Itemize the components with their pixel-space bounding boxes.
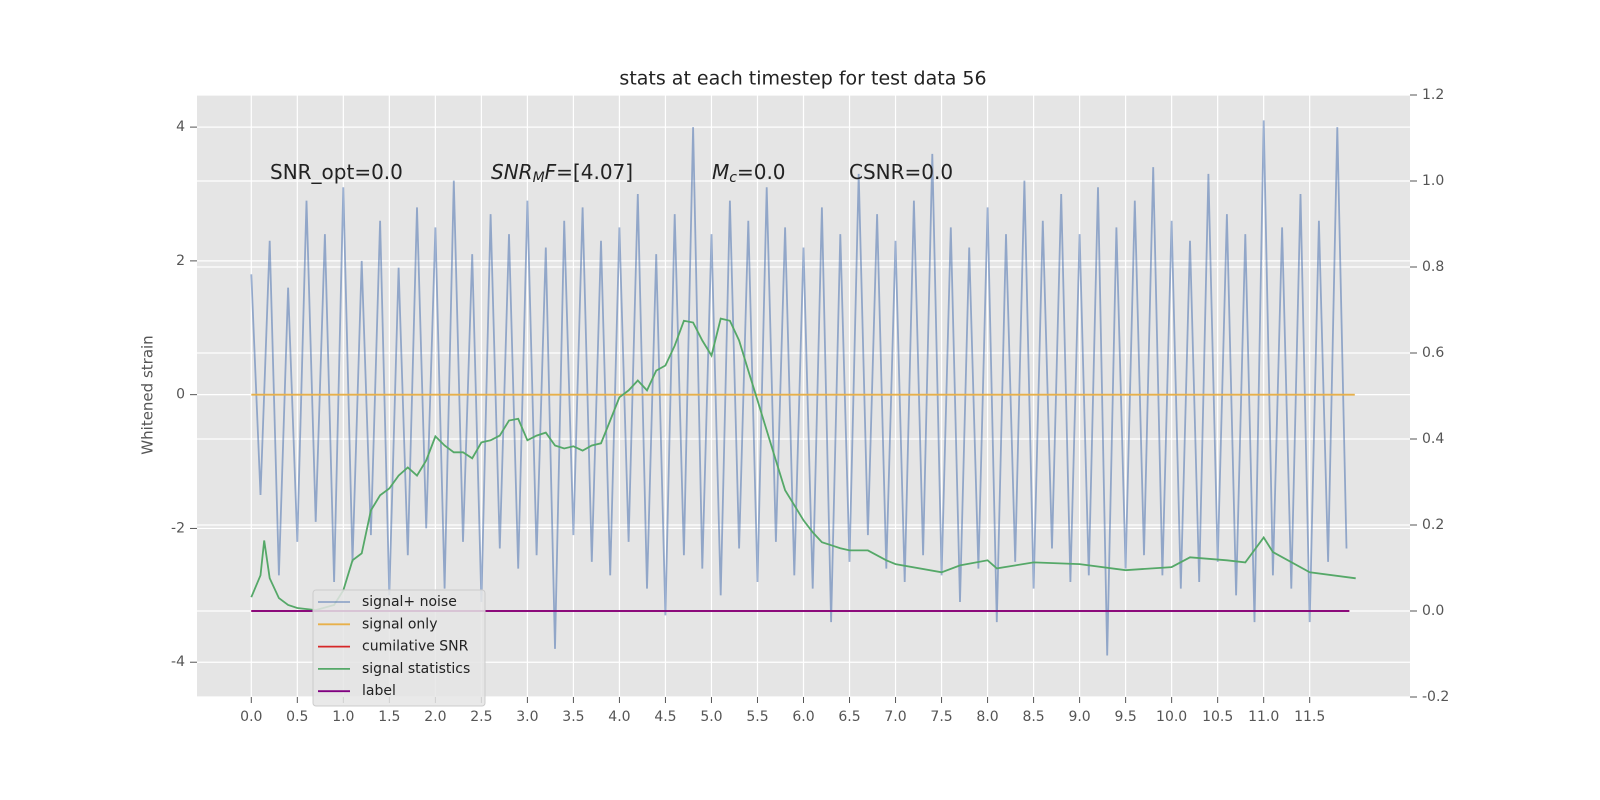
y2-tick-label: 1.0 [1422, 173, 1444, 189]
x-tick-label: 4.0 [608, 709, 630, 725]
y-tick-label: 0 [176, 387, 185, 403]
y-tick-label: 4 [176, 119, 185, 135]
x-tick-label: 8.0 [976, 709, 998, 725]
y-tick-label: -4 [171, 654, 185, 670]
y-tick-label: -2 [171, 520, 185, 536]
x-tick-label: 9.5 [1114, 709, 1136, 725]
annotation-part: CSNR=0.0 [849, 160, 953, 184]
annotation-part: SNR [491, 160, 533, 184]
annotation: SNR_opt=0.0 [270, 160, 403, 184]
x-tick-label: 1.5 [378, 709, 400, 725]
y2-tick-label: 0.8 [1422, 259, 1444, 275]
annotation-part: F [545, 160, 557, 184]
x-tick-label: 5.5 [746, 709, 768, 725]
grid [197, 94, 1410, 698]
series-line [250, 120, 1348, 656]
y2-tick-label: 1.2 [1422, 87, 1444, 103]
chart-title: stats at each timestep for test data 56 [619, 68, 986, 90]
annotation-part: M [712, 160, 729, 184]
legend-label: cumilative SNR [362, 639, 469, 655]
x-tick-label: 10.5 [1202, 709, 1233, 725]
annotation: CSNR=0.0 [849, 160, 953, 184]
annotations: SNR_opt=0.0 SNRMF=[4.07] Mc=0.0 CSNR=0.0 [270, 160, 953, 187]
x-tick-label: 8.5 [1022, 709, 1044, 725]
x-tick-label: 1.0 [332, 709, 354, 725]
legend-box [312, 589, 486, 707]
annotation: Mc=0.0 [712, 160, 786, 187]
x-tick-label: 7.5 [930, 709, 952, 725]
series-line [250, 317, 1356, 612]
legend-label: label [362, 683, 396, 699]
y2-tick-label: 0.0 [1422, 603, 1444, 619]
x-tick-label: 9.0 [1068, 709, 1090, 725]
x-tick-label: 0.5 [286, 709, 308, 725]
legend-label: signal only [362, 616, 437, 632]
x-tick-label: 6.5 [838, 709, 860, 725]
legend-label: signal statistics [362, 661, 470, 677]
y2-tick-label: 0.6 [1422, 345, 1444, 361]
x-tick-label: 2.5 [470, 709, 492, 725]
y2-tick-label: -0.2 [1422, 689, 1449, 705]
x-tick-label: 0.0 [240, 709, 262, 725]
x-tick-label: 3.5 [562, 709, 584, 725]
y2-tick-label: 0.2 [1422, 517, 1444, 533]
legend-label: signal+ noise [362, 594, 457, 610]
x-tick-label: 5.0 [700, 709, 722, 725]
y-tick-label: 2 [176, 253, 185, 269]
x-tick-label: 11.5 [1294, 709, 1325, 725]
x-tick-label: 3.0 [516, 709, 538, 725]
y-axis-label: Whitened strain [139, 335, 157, 454]
annotation-part: SNR_opt=0.0 [270, 160, 403, 184]
x-tick-label: 6.0 [792, 709, 814, 725]
y2-tick-label: 0.4 [1422, 431, 1444, 447]
x-tick-label: 2.0 [424, 709, 446, 725]
axes: 0.0 0.5 1.0 1.5 2.0 2.5 3.0 3.5 4.0 4.5 5.0 5.5 6.0 6… [171, 87, 1449, 725]
x-tick-label: 7.0 [884, 709, 906, 725]
annotation: SNRMF=[4.07] [491, 160, 633, 187]
x-tick-label: 4.5 [654, 709, 676, 725]
annotation-part: M [533, 170, 545, 186]
x-tick-label: 11.0 [1248, 709, 1279, 725]
legend: signal+ noise signal only cumilative SNR si… [312, 589, 486, 707]
annotation-part: =[4.07] [556, 160, 633, 184]
annotation-part: c [729, 170, 737, 186]
annotation-part: =0.0 [737, 160, 786, 184]
x-tick-label: 10.0 [1156, 709, 1187, 725]
